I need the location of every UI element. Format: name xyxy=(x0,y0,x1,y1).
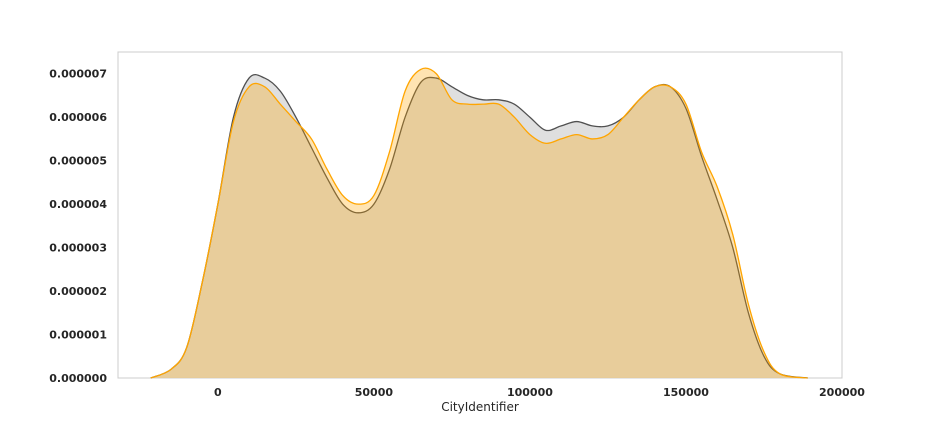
y-tick-label: 0.000000 xyxy=(49,372,107,385)
series-1-line xyxy=(150,73,808,379)
y-tick-label: 0.000006 xyxy=(49,111,107,124)
x-axis-title: CityIdentifier xyxy=(441,400,519,414)
series-2-line xyxy=(150,67,808,379)
y-tick-labels: 0.000000 0.000001 0.000002 0.000003 0.000004… xyxy=(49,68,107,385)
y-tick-label: 0.000002 xyxy=(49,285,107,298)
y-tick-label: 0.000003 xyxy=(49,242,107,255)
x-tick-label: 150000 xyxy=(663,386,709,399)
series-layer xyxy=(150,67,808,379)
x-tick-label: 200000 xyxy=(819,386,865,399)
y-tick-label: 0.000001 xyxy=(49,329,107,342)
x-tick-label: 50000 xyxy=(355,386,394,399)
x-tick-label: 100000 xyxy=(507,386,553,399)
x-tick-label: 0 xyxy=(214,386,222,399)
x-tick-labels: 0 50000 100000 150000 200000 xyxy=(214,386,865,399)
y-tick-label: 0.000007 xyxy=(49,68,107,81)
y-tick-label: 0.000004 xyxy=(49,198,107,211)
y-tick-label: 0.000005 xyxy=(49,155,107,168)
series-1-area xyxy=(150,74,808,378)
